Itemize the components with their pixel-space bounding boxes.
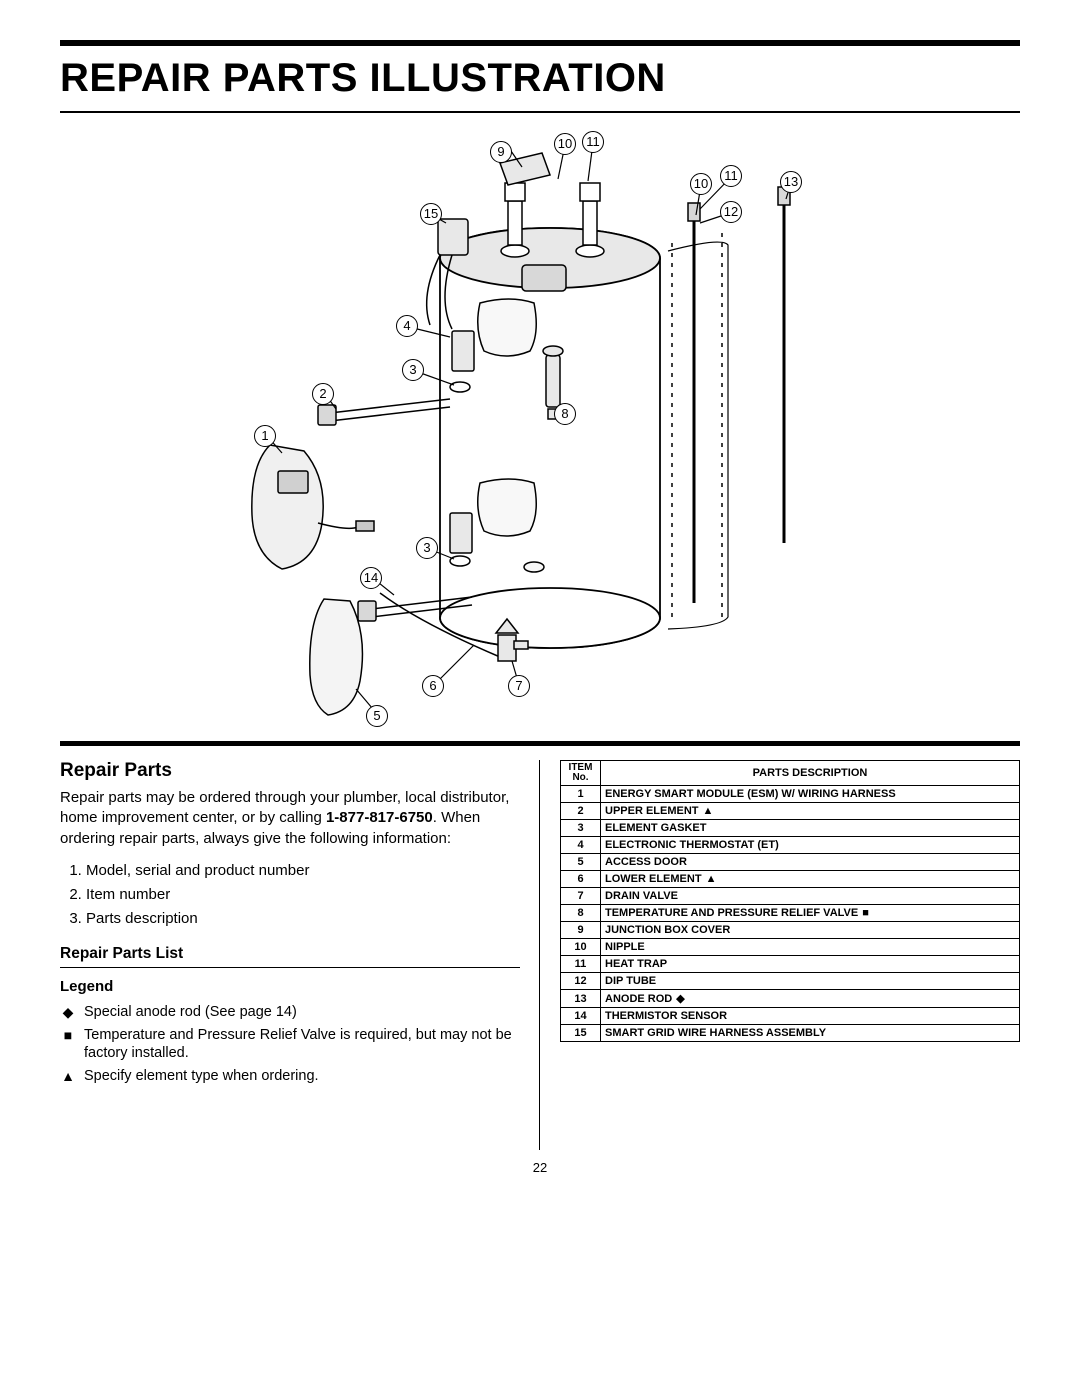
cell-description: NIPPLE — [601, 939, 1020, 956]
required-info-list: Model, serial and product number Item nu… — [60, 859, 520, 931]
cell-item-no: 13 — [561, 990, 601, 1008]
callout-3: 3 — [402, 359, 424, 381]
cell-description: ELEMENT GASKET — [601, 820, 1020, 837]
title-underline — [60, 111, 1020, 113]
page-title: REPAIR PARTS ILLUSTRATION — [60, 50, 1020, 111]
callout-6: 6 — [422, 675, 444, 697]
right-column: ITEM No. PARTS DESCRIPTION 1ENERGY SMART… — [560, 760, 1020, 1090]
cell-item-no: 6 — [561, 871, 601, 888]
info-item: Item number — [86, 883, 520, 907]
legend-symbol: ■ — [60, 1026, 76, 1044]
table-row: 8TEMPERATURE AND PRESSURE RELIEF VALVE■ — [561, 905, 1020, 922]
cell-description: ENERGY SMART MODULE (ESM) W/ WIRING HARN… — [601, 786, 1020, 803]
legend-symbol: ◆ — [60, 1003, 76, 1021]
legend-item: ◆ Special anode rod (See page 14) — [60, 1003, 520, 1022]
left-column: Repair Parts Repair parts may be ordered… — [60, 760, 520, 1090]
cell-item-no: 3 — [561, 820, 601, 837]
cell-item-no: 7 — [561, 888, 601, 905]
callout-13: 13 — [780, 171, 802, 193]
legend-text: Special anode rod (See page 14) — [84, 1003, 297, 1022]
cell-description: ELECTRONIC THERMOSTAT (ET) — [601, 837, 1020, 854]
callout-2: 2 — [312, 383, 334, 405]
cell-description: DRAIN VALVE — [601, 888, 1020, 905]
callout-10: 10 — [690, 173, 712, 195]
cell-description: HEAT TRAP — [601, 956, 1020, 973]
cell-description: TEMPERATURE AND PRESSURE RELIEF VALVE■ — [601, 905, 1020, 922]
callout-15: 15 — [420, 203, 442, 225]
cell-description: JUNCTION BOX COVER — [601, 922, 1020, 939]
callout-3: 3 — [416, 537, 438, 559]
water-heater-svg — [60, 123, 1020, 733]
table-row: 9JUNCTION BOX COVER — [561, 922, 1020, 939]
callout-12: 12 — [720, 201, 742, 223]
cell-item-no: 1 — [561, 786, 601, 803]
top-thick-rule — [60, 40, 1020, 46]
parts-table: ITEM No. PARTS DESCRIPTION 1ENERGY SMART… — [560, 760, 1020, 1042]
legend-heading: Legend — [60, 978, 520, 995]
ordering-paragraph: Repair parts may be ordered through your… — [60, 788, 520, 849]
list-heading-rule — [60, 967, 520, 968]
phone-number: 1-877-817-6750 — [326, 809, 433, 826]
info-item: Parts description — [86, 907, 520, 931]
legend-text: Temperature and Pressure Relief Valve is… — [84, 1026, 520, 1064]
cell-description: DIP TUBE — [601, 973, 1020, 990]
table-row: 11HEAT TRAP — [561, 956, 1020, 973]
table-row: 3ELEMENT GASKET — [561, 820, 1020, 837]
table-row: 13ANODE ROD◆ — [561, 990, 1020, 1008]
row-symbol: ▲ — [703, 805, 714, 817]
table-row: 6LOWER ELEMENT▲ — [561, 871, 1020, 888]
callout-5: 5 — [366, 705, 388, 727]
cell-item-no: 14 — [561, 1008, 601, 1025]
col-item-no: ITEM No. — [561, 761, 601, 786]
cell-description: UPPER ELEMENT▲ — [601, 803, 1020, 820]
table-row: 5ACCESS DOOR — [561, 854, 1020, 871]
cell-item-no: 8 — [561, 905, 601, 922]
cell-item-no: 10 — [561, 939, 601, 956]
cell-description: SMART GRID WIRE HARNESS ASSEMBLY — [601, 1025, 1020, 1042]
repair-parts-heading: Repair Parts — [60, 760, 520, 782]
callout-8: 8 — [554, 403, 576, 425]
info-item: Model, serial and product number — [86, 859, 520, 883]
table-row: 15SMART GRID WIRE HARNESS ASSEMBLY — [561, 1025, 1020, 1042]
cell-item-no: 12 — [561, 973, 601, 990]
cell-item-no: 11 — [561, 956, 601, 973]
row-symbol: ■ — [862, 907, 869, 919]
callout-7: 7 — [508, 675, 530, 697]
page-number: 22 — [60, 1160, 1020, 1175]
cell-description: ANODE ROD◆ — [601, 990, 1020, 1008]
cell-description: LOWER ELEMENT▲ — [601, 871, 1020, 888]
parts-list-heading: Repair Parts List — [60, 945, 520, 963]
mid-divider — [60, 741, 1020, 746]
callout-11: 11 — [582, 131, 604, 153]
callout-4: 4 — [396, 315, 418, 337]
callout-14: 14 — [360, 567, 382, 589]
table-row: 10NIPPLE — [561, 939, 1020, 956]
legend-text: Specify element type when ordering. — [84, 1067, 319, 1086]
table-row: 12DIP TUBE — [561, 973, 1020, 990]
cell-item-no: 9 — [561, 922, 601, 939]
table-row: 2UPPER ELEMENT▲ — [561, 803, 1020, 820]
row-symbol: ◆ — [676, 993, 684, 1005]
cell-item-no: 4 — [561, 837, 601, 854]
cell-item-no: 2 — [561, 803, 601, 820]
cell-item-no: 15 — [561, 1025, 601, 1042]
legend-item: ■ Temperature and Pressure Relief Valve i… — [60, 1026, 520, 1064]
legend-item: ▲ Specify element type when ordering. — [60, 1067, 520, 1086]
table-row: 14THERMISTOR SENSOR — [561, 1008, 1020, 1025]
callout-10: 10 — [554, 133, 576, 155]
table-row: 1ENERGY SMART MODULE (ESM) W/ WIRING HAR… — [561, 786, 1020, 803]
cell-description: THERMISTOR SENSOR — [601, 1008, 1020, 1025]
cell-description: ACCESS DOOR — [601, 854, 1020, 871]
col-description: PARTS DESCRIPTION — [601, 761, 1020, 786]
parts-diagram: 9 10 11 10 11 13 12 15 4 3 2 1 8 3 14 6 7 5 — [60, 123, 1020, 733]
column-divider — [539, 760, 540, 1150]
table-row: 7DRAIN VALVE — [561, 888, 1020, 905]
callout-1: 1 — [254, 425, 276, 447]
row-symbol: ▲ — [706, 873, 717, 885]
callout-11: 11 — [720, 165, 742, 187]
legend-symbol: ▲ — [60, 1067, 76, 1085]
cell-item-no: 5 — [561, 854, 601, 871]
callout-9: 9 — [490, 141, 512, 163]
table-row: 4ELECTRONIC THERMOSTAT (ET) — [561, 837, 1020, 854]
